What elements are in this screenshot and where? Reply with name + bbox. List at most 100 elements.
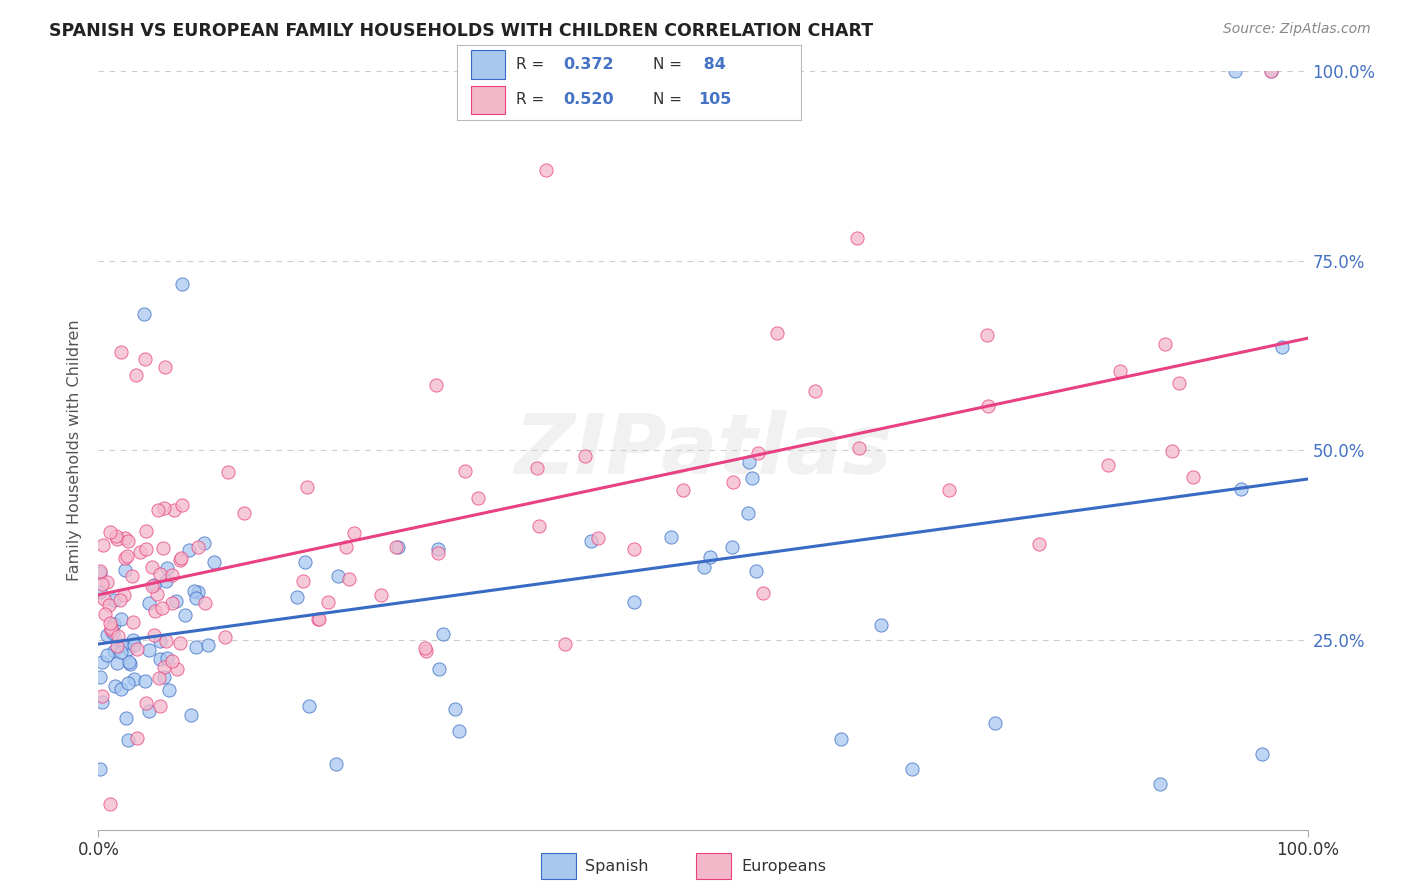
Point	[385, 540, 408, 554]
Point	[337, 572, 360, 586]
Point	[623, 541, 645, 556]
Point	[370, 588, 392, 602]
Point	[110, 645, 132, 659]
Text: 105: 105	[699, 93, 731, 107]
Point	[157, 682, 180, 697]
Point	[94, 607, 117, 621]
Point	[134, 352, 156, 367]
Bar	[541, 853, 576, 880]
Point	[984, 716, 1007, 731]
Point	[170, 277, 193, 291]
Point	[111, 638, 134, 652]
Text: ZIPatlas: ZIPatlas	[515, 410, 891, 491]
Point	[135, 524, 157, 538]
Point	[96, 628, 118, 642]
Point	[1260, 64, 1282, 78]
Point	[103, 644, 125, 658]
Point	[89, 762, 111, 776]
Text: SPANISH VS EUROPEAN FAMILY HOUSEHOLDS WITH CHILDREN CORRELATION CHART: SPANISH VS EUROPEAN FAMILY HOUSEHOLDS WI…	[49, 22, 873, 40]
Point	[142, 627, 165, 641]
Point	[413, 640, 436, 655]
Point	[132, 307, 155, 321]
Point	[89, 585, 111, 599]
Point	[148, 671, 170, 685]
Point	[98, 524, 121, 539]
Point	[752, 586, 775, 600]
Point	[150, 601, 173, 615]
Text: R =: R =	[516, 93, 548, 107]
Point	[160, 568, 183, 582]
Point	[846, 231, 869, 245]
Point	[184, 640, 207, 654]
Point	[149, 566, 172, 581]
Point	[169, 636, 191, 650]
Point	[623, 595, 645, 609]
Point	[901, 762, 924, 776]
Point	[534, 163, 557, 178]
Text: R =: R =	[516, 57, 548, 72]
Point	[1181, 469, 1204, 483]
Point	[138, 704, 160, 718]
Point	[153, 670, 176, 684]
Point	[672, 483, 695, 497]
Point	[98, 598, 121, 612]
Point	[425, 377, 447, 392]
Point	[741, 471, 763, 485]
Point	[586, 531, 609, 545]
Point	[1229, 482, 1251, 496]
Point	[149, 698, 172, 713]
Point	[174, 607, 197, 622]
Point	[112, 588, 135, 602]
Point	[153, 659, 176, 673]
Point	[155, 574, 177, 588]
Point	[100, 624, 122, 638]
Point	[91, 695, 114, 709]
Point	[117, 641, 139, 656]
Point	[169, 553, 191, 567]
Point	[105, 640, 128, 654]
Point	[1260, 64, 1282, 78]
Point	[155, 561, 177, 575]
Text: Europeans: Europeans	[742, 859, 827, 873]
Point	[1271, 340, 1294, 354]
Point	[149, 633, 172, 648]
Point	[187, 585, 209, 599]
Point	[160, 596, 183, 610]
Point	[125, 368, 148, 382]
Point	[117, 533, 139, 548]
Point	[96, 574, 118, 589]
Point	[141, 579, 163, 593]
Point	[526, 460, 548, 475]
Point	[294, 555, 316, 569]
Point	[326, 568, 349, 582]
Point	[105, 656, 128, 670]
Point	[103, 617, 125, 632]
Point	[737, 507, 759, 521]
Point	[121, 632, 143, 647]
Point	[977, 399, 1000, 413]
Text: Spanish: Spanish	[585, 859, 648, 873]
Point	[160, 654, 183, 668]
Point	[90, 655, 112, 669]
Bar	[471, 86, 505, 114]
Point	[467, 491, 489, 506]
Point	[141, 560, 163, 574]
Point	[170, 551, 193, 566]
Point	[830, 731, 852, 746]
Point	[343, 526, 366, 541]
Point	[308, 611, 330, 625]
Point	[183, 584, 205, 599]
Point	[1108, 364, 1130, 378]
Point	[335, 540, 357, 554]
Point	[117, 733, 139, 747]
Point	[146, 503, 169, 517]
Point	[554, 637, 576, 651]
Bar	[471, 50, 505, 78]
Point	[307, 612, 329, 626]
Point	[117, 675, 139, 690]
Point	[114, 563, 136, 577]
Point	[104, 679, 127, 693]
Point	[1250, 747, 1272, 761]
Point	[1153, 337, 1175, 351]
Point	[110, 344, 132, 359]
